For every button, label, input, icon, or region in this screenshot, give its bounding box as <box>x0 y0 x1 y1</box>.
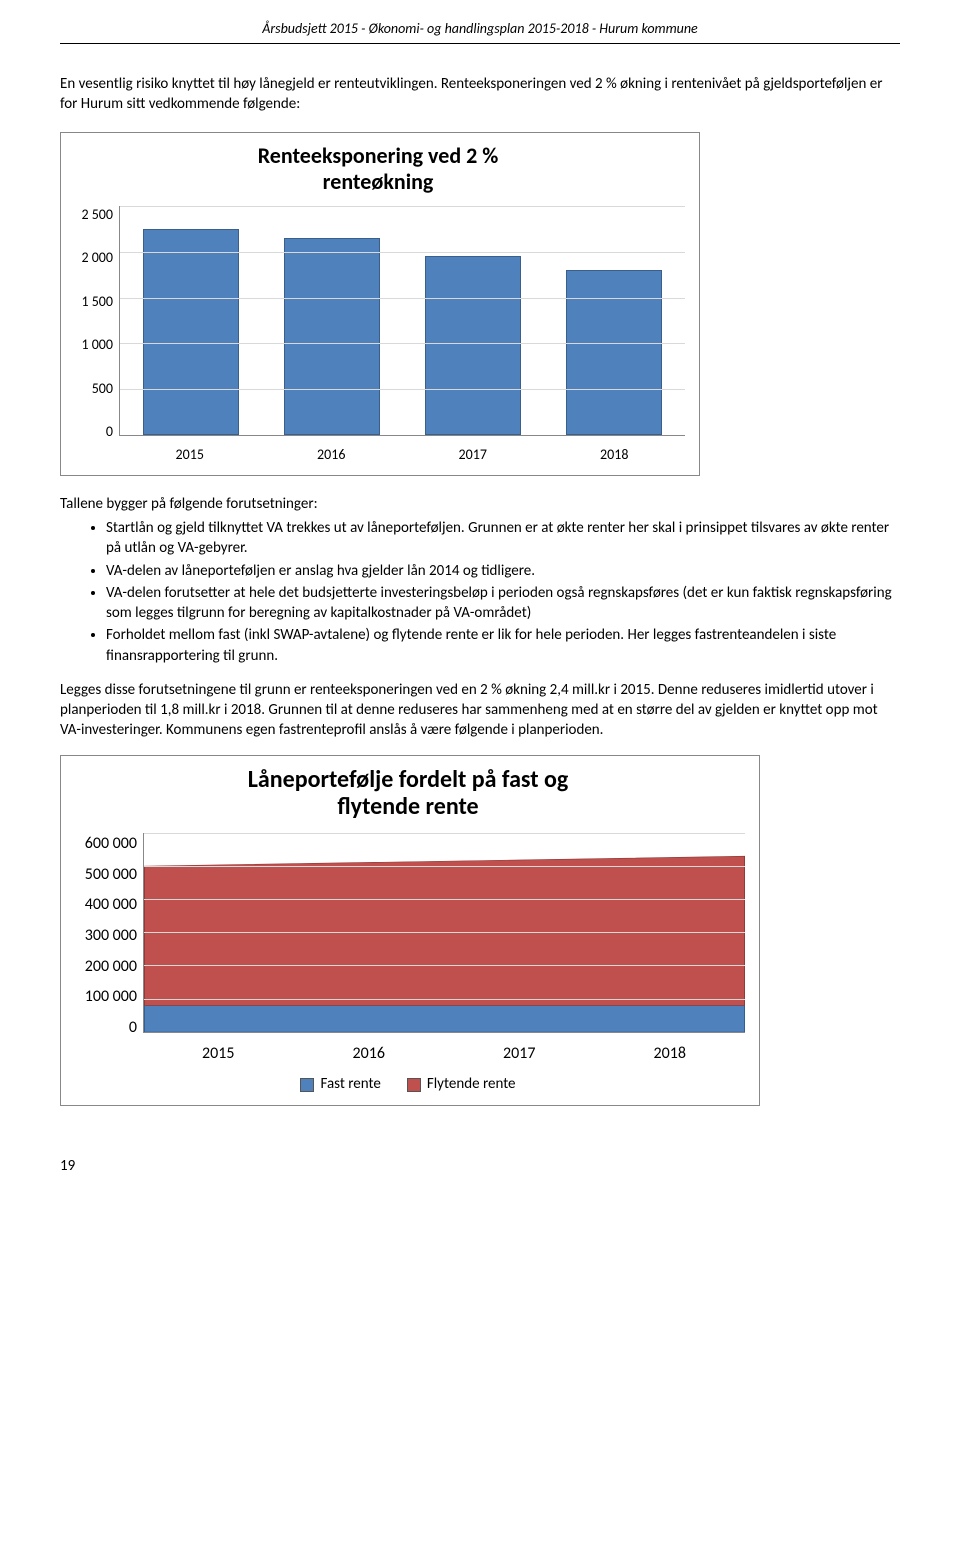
chart1-xtick: 2017 <box>402 442 544 465</box>
chart1-y-axis: 2 500 2 000 1 500 1 000 500 0 <box>71 206 119 442</box>
chart1-bar-slot <box>403 206 544 435</box>
legend-flytende: Flytende rente <box>407 1074 516 1094</box>
chart1-bar <box>425 256 521 435</box>
chart2-gridline <box>144 965 745 966</box>
chart-laneportefolje: Låneportefølje fordelt på fast og flyten… <box>60 755 760 1106</box>
chart1-bar-slot <box>120 206 261 435</box>
chart-renteeksponering: Renteeksponering ved 2 % renteøkning 2 5… <box>60 132 700 475</box>
chart1-bar-slot <box>261 206 402 435</box>
chart1-gridline <box>120 298 685 299</box>
assumption-item: VA-delen av låneporteføljen er anslag hv… <box>106 561 900 581</box>
legend-label-fast: Fast rente <box>320 1074 380 1094</box>
chart2-xtick: 2017 <box>444 1039 595 1065</box>
chart1-ytick: 2 000 <box>71 249 113 268</box>
chart2-legend: Fast rente Flytende rente <box>71 1074 745 1094</box>
chart2-xtick: 2018 <box>595 1039 746 1065</box>
chart2-xtick: 2016 <box>294 1039 445 1065</box>
chart2-gridline <box>144 932 745 933</box>
chart2-ytick: 300 000 <box>71 925 137 947</box>
chart2-gridline <box>144 866 745 867</box>
chart1-ytick: 1 500 <box>71 293 113 312</box>
chart1-ytick: 500 <box>71 380 113 399</box>
chart2-ytick: 400 000 <box>71 894 137 916</box>
chart1-bar <box>566 270 662 435</box>
legend-fast: Fast rente <box>300 1074 380 1094</box>
chart1-bar <box>143 229 239 435</box>
assumption-item: Startlån og gjeld tilknyttet VA trekkes … <box>106 518 900 559</box>
chart2-y-axis: 600 000 500 000 400 000 300 000 200 000 100 0… <box>71 833 143 1039</box>
body-paragraph: Legges disse forutsetningene til grunn e… <box>60 680 900 741</box>
chart1-x-axis: 2015201620172018 <box>119 442 685 465</box>
area-flytende <box>144 856 745 1005</box>
chart2-ytick: 500 000 <box>71 864 137 886</box>
chart2-gridline <box>144 999 745 1000</box>
chart1-ytick: 1 000 <box>71 336 113 355</box>
chart2-x-axis: 2015201620172018 <box>143 1039 745 1065</box>
chart1-bar <box>284 238 380 435</box>
chart2-gridline <box>144 899 745 900</box>
legend-swatch-flytende <box>407 1078 421 1092</box>
assumption-item: VA-delen forutsetter at hele det budsjet… <box>106 583 900 624</box>
chart1-xtick: 2018 <box>544 442 686 465</box>
chart1-ytick: 2 500 <box>71 206 113 225</box>
chart1-xtick: 2016 <box>261 442 403 465</box>
chart2-gridline <box>144 833 745 834</box>
chart2-ytick: 100 000 <box>71 986 137 1008</box>
assumptions-intro: Tallene bygger på følgende forutsetninge… <box>60 494 900 514</box>
chart1-gridline <box>120 206 685 207</box>
page-header: Årsbudsjett 2015 - Økonomi- og handlings… <box>60 20 900 44</box>
chart1-bar-slot <box>544 206 685 435</box>
chart2-ytick: 600 000 <box>71 833 137 855</box>
chart1-plot-area <box>119 206 685 436</box>
chart1-gridline <box>120 343 685 344</box>
chart1-title-line1: Renteeksponering ved 2 % <box>258 142 499 169</box>
chart2-ytick: 200 000 <box>71 956 137 978</box>
legend-swatch-fast <box>300 1078 314 1092</box>
page-number: 19 <box>60 1156 900 1176</box>
chart1-title-line2: renteøkning <box>323 168 434 195</box>
chart1-title: Renteeksponering ved 2 % renteøkning <box>71 143 685 194</box>
chart1-ytick: 0 <box>71 423 113 442</box>
chart2-plot-area <box>143 833 745 1033</box>
chart1-gridline <box>120 252 685 253</box>
chart2-ytick: 0 <box>71 1017 137 1039</box>
chart2-xtick: 2015 <box>143 1039 294 1065</box>
chart2-title: Låneportefølje fordelt på fast og flyten… <box>71 766 745 821</box>
intro-paragraph: En vesentlig risiko knyttet til høy låne… <box>60 74 900 115</box>
area-fast <box>144 1005 745 1032</box>
chart1-xtick: 2015 <box>119 442 261 465</box>
assumptions-list: Startlån og gjeld tilknyttet VA trekkes … <box>60 518 900 666</box>
chart2-title-line1: Låneportefølje fordelt på fast og <box>248 765 569 794</box>
chart1-gridline <box>120 389 685 390</box>
chart2-title-line2: flytende rente <box>337 792 478 821</box>
assumption-item: Forholdet mellom fast (inkl SWAP-avtalen… <box>106 625 900 666</box>
legend-label-flytende: Flytende rente <box>427 1074 516 1094</box>
